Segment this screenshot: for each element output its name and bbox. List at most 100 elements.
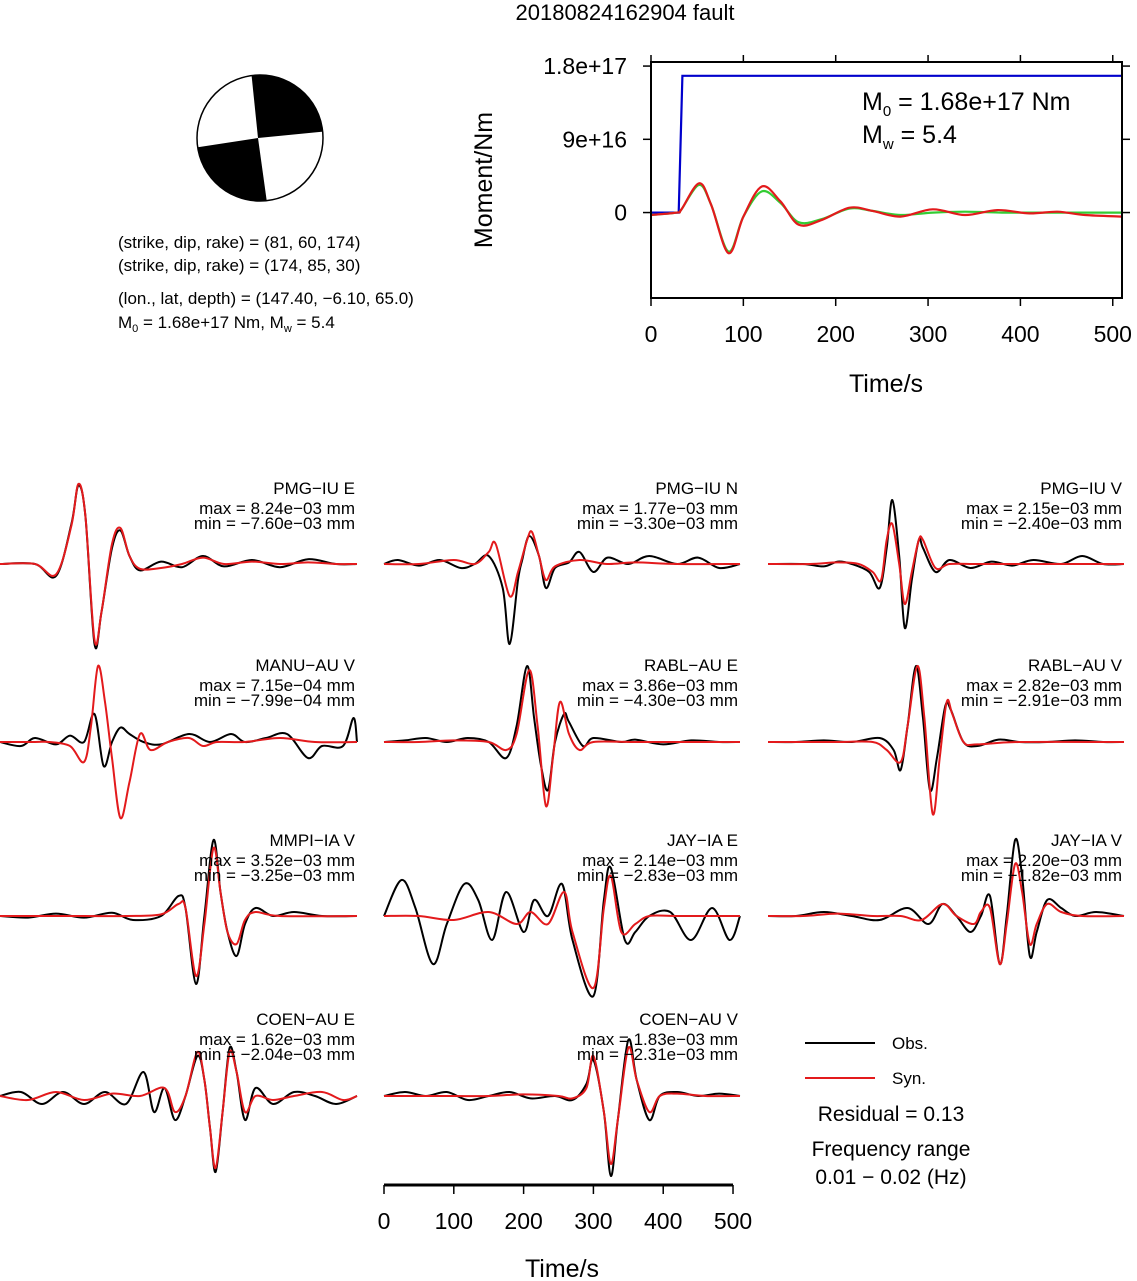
synthetic-waveform: [767, 522, 1124, 606]
waveform-x-tick-label: 300: [574, 1208, 612, 1234]
station-max-amplitude: max = 3.52e−03 mm: [199, 851, 355, 870]
synthetic-waveform: [0, 1049, 358, 1170]
synthetic-waveform: [383, 530, 741, 598]
moment-series-line: [650, 183, 1122, 253]
moment-series-line: [650, 182, 1123, 255]
station-name: PMG−IU N: [655, 479, 738, 498]
observed-waveform: [383, 664, 741, 792]
moment-x-axis-label: Time/s: [849, 370, 923, 398]
observed-waveform: [0, 712, 358, 768]
moment-x-tick-label: 400: [1001, 321, 1039, 347]
station-min-amplitude: min = −2.40e−03 mm: [961, 514, 1122, 533]
synthetic-waveform: [383, 1046, 741, 1166]
station-name: PMG−IU E: [273, 479, 355, 498]
synthetic-waveform: [767, 664, 1125, 816]
moment-x-tick-label: 500: [1094, 321, 1132, 347]
synthetic-waveform: [383, 874, 740, 990]
moment-y-tick-label: 1.8e+17: [543, 53, 627, 79]
moment-x-tick-label: 300: [909, 321, 947, 347]
moment-annotation: M0 = 1.68e+17 Nm: [862, 88, 1070, 120]
waveform-time-axis: 0 100 200 300 400 500: [378, 1183, 752, 1234]
station-max-amplitude: max = 1.83e−03 mm: [582, 1030, 738, 1049]
waveform-x-tick-label: 500: [714, 1208, 752, 1234]
station-max-amplitude: max = 7.15e−04 mm: [199, 676, 355, 695]
moment-x-tick-label: 200: [817, 321, 855, 347]
station-name: MANU−AU V: [255, 656, 355, 675]
nodal-plane-2: (strike, dip, rake) = (174, 85, 30): [118, 256, 360, 275]
station-min-amplitude: min = −2.04e−03 mm: [194, 1045, 355, 1064]
magnitude-annotation: Mw = 5.4: [862, 121, 957, 153]
frequency-range-label: Frequency range: [812, 1138, 971, 1161]
nodal-plane-1: (strike, dip, rake) = (81, 60, 174): [118, 233, 360, 252]
station-name: JAY−IA V: [1051, 831, 1123, 850]
station-min-amplitude: min = −3.25e−03 mm: [194, 866, 355, 885]
legend-syn-label: Syn.: [892, 1069, 926, 1088]
synthetic-waveform: [0, 846, 358, 978]
waveform-x-tick-label: 100: [435, 1208, 473, 1234]
station-min-amplitude: min = −2.91e−03 mm: [961, 691, 1122, 710]
station-max-amplitude: max = 1.62e−03 mm: [199, 1030, 355, 1049]
station-min-amplitude: min = −1.82e−03 mm: [961, 866, 1122, 885]
synthetic-waveform: [383, 668, 740, 808]
station-min-amplitude: min = −2.31e−03 mm: [577, 1045, 738, 1064]
waveform-x-axis-label: Time/s: [525, 1255, 599, 1281]
figure-title: 20180824162904 fault: [516, 0, 735, 25]
moment-magnitude-line: M0 = 1.68e+17 Nm, Mw = 5.4: [118, 313, 335, 335]
station-name: RABL−AU E: [644, 656, 738, 675]
station-max-amplitude: max = 2.15e−03 mm: [966, 499, 1122, 518]
waveform-x-tick-label: 400: [644, 1208, 682, 1234]
station-max-amplitude: max = 1.77e−03 mm: [582, 499, 738, 518]
observed-waveform: [383, 865, 741, 998]
hypocenter-location: (lon., lat, depth) = (147.40, −6.10, 65.…: [118, 289, 414, 308]
station-name: JAY−IA E: [667, 831, 738, 850]
moment-chart-frame: [650, 61, 1123, 299]
moment-x-tick-label: 0: [645, 321, 658, 347]
station-min-amplitude: min = −2.83e−03 mm: [577, 866, 738, 885]
station-max-amplitude: max = 3.86e−03 mm: [582, 676, 738, 695]
observed-waveform: [383, 535, 741, 646]
moment-series-line: [651, 74, 1122, 214]
source-parameters: (strike, dip, rake) = (81, 60, 174) (str…: [118, 233, 414, 335]
station-max-amplitude: max = 8.24e−03 mm: [199, 499, 355, 518]
station-name: RABL−AU V: [1028, 656, 1123, 675]
station-name: COEN−AU E: [256, 1010, 355, 1029]
residual-text: Residual = 0.13: [818, 1103, 965, 1126]
waveform-x-tick-label: 0: [378, 1208, 391, 1234]
observed-waveform: [767, 837, 1125, 966]
legend: Obs. Syn.: [805, 1034, 928, 1088]
station-max-amplitude: max = 2.82e−03 mm: [966, 676, 1122, 695]
station-max-amplitude: max = 2.14e−03 mm: [582, 851, 738, 870]
synthetic-waveform: [0, 482, 358, 646]
synthetic-waveform: [767, 862, 1125, 966]
station-name: MMPI−IA V: [270, 831, 356, 850]
legend-obs-label: Obs.: [892, 1034, 928, 1053]
station-max-amplitude: max = 2.20e−03 mm: [966, 851, 1122, 870]
station-min-amplitude: min = −7.99e−04 mm: [194, 691, 355, 710]
station-name: PMG−IU V: [1040, 479, 1122, 498]
moment-y-tick-label: 9e+16: [562, 126, 627, 152]
waveform-x-tick-label: 200: [504, 1208, 542, 1234]
moment-x-tick-label: 100: [724, 321, 762, 347]
synthetic-waveform: [0, 664, 358, 820]
moment-y-tick-label: 0: [614, 200, 627, 226]
station-min-amplitude: min = −7.60e−03 mm: [194, 514, 355, 533]
moment-y-axis-label: Moment/Nm: [470, 112, 498, 248]
focal-mechanism-beachball: [196, 74, 324, 202]
station-min-amplitude: min = −3.30e−03 mm: [577, 514, 738, 533]
station-name: COEN−AU V: [639, 1010, 738, 1029]
station-min-amplitude: min = −4.30e−03 mm: [577, 691, 738, 710]
